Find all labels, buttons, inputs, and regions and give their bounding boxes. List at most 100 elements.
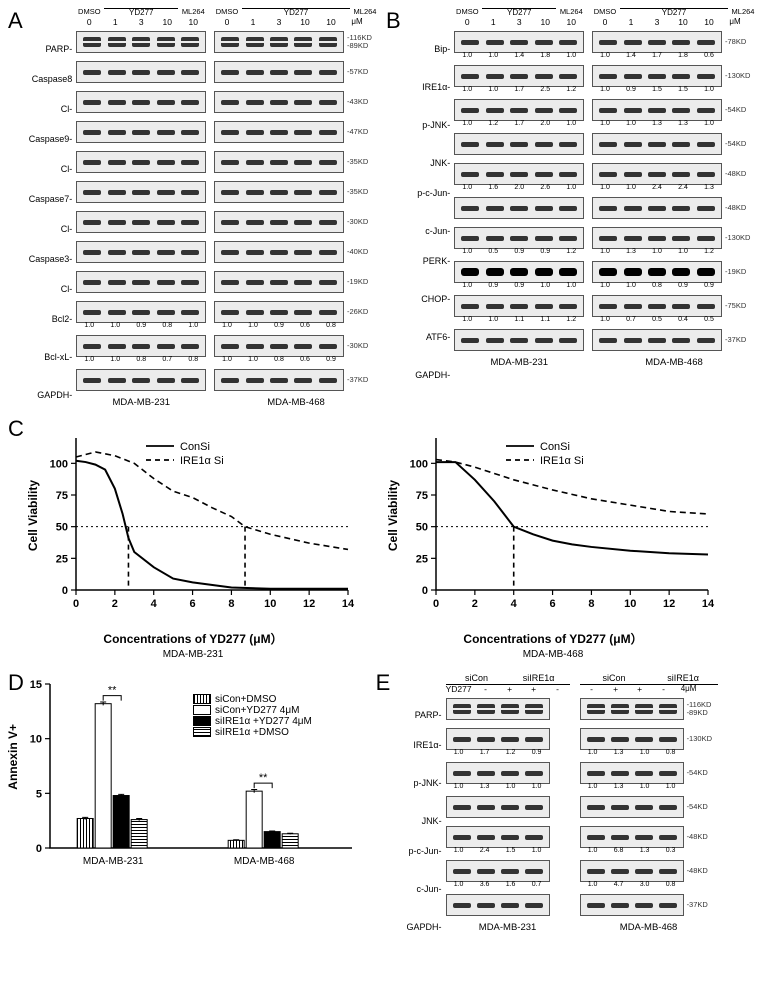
bar-legend: siCon+DMSOsiCon+YD277 4μMsiIRE1α +YD277 … xyxy=(193,694,312,738)
wb-band-box xyxy=(214,151,344,173)
wb-band-box xyxy=(76,335,206,357)
svg-text:2: 2 xyxy=(472,598,478,610)
wb-band-box xyxy=(214,241,344,263)
svg-text:MDA-MB-231: MDA-MB-231 xyxy=(83,856,144,867)
wb-band-box xyxy=(214,31,344,53)
svg-text:5: 5 xyxy=(36,788,42,800)
svg-text:25: 25 xyxy=(56,553,68,565)
svg-text:6: 6 xyxy=(550,598,556,610)
wb-band-box xyxy=(214,335,344,357)
panel-c: C 025507510002468101214ConSiIRE1α SiCell… xyxy=(8,420,753,660)
wb-band-box xyxy=(76,369,206,391)
wb-band-box xyxy=(592,31,722,53)
wb-row-label: p-c-Jun- xyxy=(404,178,450,208)
svg-text:50: 50 xyxy=(56,522,68,534)
wb-band-box xyxy=(454,163,584,185)
wb-row-label: ATF6- xyxy=(404,322,450,352)
wb-band-box xyxy=(214,369,344,391)
svg-text:4: 4 xyxy=(151,598,158,610)
wb-band-box xyxy=(592,65,722,87)
wb-band-box xyxy=(76,211,206,233)
svg-text:12: 12 xyxy=(303,598,315,610)
wb-band-box xyxy=(454,99,584,121)
svg-text:15: 15 xyxy=(30,679,42,691)
wb-band-box xyxy=(592,163,722,185)
wb-row-label: GAPDH- xyxy=(404,360,450,390)
wb-row-label: Caspase8 xyxy=(26,64,72,94)
wb-band-box xyxy=(592,329,722,351)
svg-text:50: 50 xyxy=(416,522,428,534)
wb-row-label: IRE1α- xyxy=(404,72,450,102)
wb-band-box xyxy=(592,99,722,121)
wb-row-label: p-JNK- xyxy=(404,110,450,140)
wb-band-box xyxy=(454,295,584,317)
wb-row-label: Cl- xyxy=(26,94,72,124)
wb-band-box xyxy=(76,301,206,323)
panel-b: B Bip-IRE1α-p-JNK-JNK-p-c-Jun-c-Jun-PERK… xyxy=(386,8,756,410)
svg-text:8: 8 xyxy=(228,598,234,610)
wb-band-box xyxy=(592,227,722,249)
wb-row-label: c-Jun- xyxy=(404,216,450,246)
wb-row-label: CHOP- xyxy=(404,284,450,314)
wb-band-box xyxy=(76,241,206,263)
panel-d-label: D xyxy=(8,670,24,696)
svg-text:0: 0 xyxy=(433,598,439,610)
wb-row-label: Caspase3- xyxy=(26,244,72,274)
wb-caption: MDA-MB-468 xyxy=(214,397,378,408)
svg-text:25: 25 xyxy=(416,553,428,565)
svg-text:0: 0 xyxy=(422,585,428,597)
svg-text:**: ** xyxy=(259,772,268,784)
viability-chart: 025507510002468101214ConSiIRE1α SiCell V… xyxy=(388,430,718,660)
wb-row-label: Caspase9- xyxy=(26,124,72,154)
svg-text:100: 100 xyxy=(50,458,68,470)
svg-text:10: 10 xyxy=(624,598,636,610)
svg-text:8: 8 xyxy=(588,598,594,610)
svg-text:IRE1α Si: IRE1α Si xyxy=(540,455,584,467)
wb-row-label: PERK- xyxy=(404,246,450,276)
svg-text:IRE1α Si: IRE1α Si xyxy=(180,455,224,467)
viability-chart: 025507510002468101214ConSiIRE1α SiCell V… xyxy=(28,430,358,660)
wb-band-box xyxy=(76,31,206,53)
wb-band-box xyxy=(454,227,584,249)
wb-band-box xyxy=(592,197,722,219)
wb-band-box xyxy=(214,121,344,143)
wb-band-box xyxy=(76,181,206,203)
wb-row-label: JNK- xyxy=(404,148,450,178)
wb-band-box xyxy=(454,329,584,351)
svg-text:0: 0 xyxy=(36,843,42,855)
panel-e: E PARP-IRE1α-p-JNK-JNK-p-c-Jun-c-Jun-GAP… xyxy=(376,674,753,942)
wb-row-label: Bip- xyxy=(404,34,450,64)
wb-band-box xyxy=(76,91,206,113)
panel-c-label: C xyxy=(8,416,24,442)
wb-band-box xyxy=(76,271,206,293)
svg-text:2: 2 xyxy=(112,598,118,610)
wb-band-box xyxy=(76,61,206,83)
svg-text:4: 4 xyxy=(511,598,518,610)
wb-band-box xyxy=(76,121,206,143)
wb-row-label: Cl- xyxy=(26,154,72,184)
svg-text:6: 6 xyxy=(190,598,196,610)
wb-row-label: Caspase7- xyxy=(26,184,72,214)
svg-text:ConSi: ConSi xyxy=(540,441,570,453)
wb-row-label: GAPDH- xyxy=(26,380,72,410)
panel-e-label: E xyxy=(376,670,391,696)
wb-row-label: Bcl-xL- xyxy=(26,342,72,372)
svg-text:0: 0 xyxy=(62,585,68,597)
svg-text:0: 0 xyxy=(73,598,79,610)
panel-a-label: A xyxy=(8,8,23,34)
svg-text:100: 100 xyxy=(410,458,428,470)
wb-caption: MDA-MB-231 xyxy=(454,357,584,368)
wb-band-box xyxy=(592,295,722,317)
wb-band-box xyxy=(454,133,584,155)
svg-text:MDA-MB-468: MDA-MB-468 xyxy=(234,856,295,867)
wb-band-box xyxy=(592,261,722,283)
svg-text:12: 12 xyxy=(663,598,675,610)
wb-row-label: Cl- xyxy=(26,274,72,304)
svg-text:**: ** xyxy=(108,685,117,697)
svg-text:10: 10 xyxy=(30,734,42,746)
wb-band-box xyxy=(214,271,344,293)
wb-band-box xyxy=(214,181,344,203)
wb-band-box xyxy=(454,65,584,87)
wb-band-box xyxy=(214,211,344,233)
wb-row-label: Cl- xyxy=(26,214,72,244)
